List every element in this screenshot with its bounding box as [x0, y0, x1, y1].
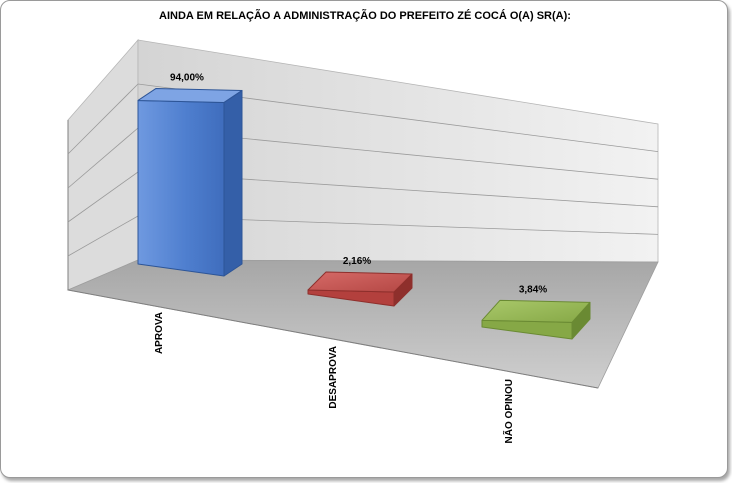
data-label-1: 94,00% [170, 72, 204, 83]
data-label-2: 2,16% [343, 256, 371, 267]
gridline-side [67, 83, 139, 155]
bar-1-top [137, 87, 243, 103]
data-label-3: 3,84% [519, 284, 547, 295]
bars [137, 87, 591, 340]
bar-2-top [307, 271, 413, 293]
category-label-1: APROVA [154, 312, 165, 354]
gridline-side [67, 171, 139, 223]
labels: 94,00% 2,16% 3,84% APROVA DESAPROVA NÃO OPINO… [154, 72, 547, 443]
bar-3-top [481, 299, 591, 323]
category-label-3: NÃO OPINOU [502, 379, 515, 443]
category-label-2: DESAPROVA [328, 346, 339, 409]
chart-title: AINDA EM RELAÇÃO A ADMINISTRAÇÃO DO PREF… [159, 10, 571, 22]
bar-1-side [223, 89, 243, 277]
gridline-side [67, 127, 139, 189]
left-wall [67, 38, 139, 291]
gridline-side [67, 215, 139, 257]
horizontal-axis-line [67, 289, 599, 389]
bar-1-front [137, 99, 225, 277]
